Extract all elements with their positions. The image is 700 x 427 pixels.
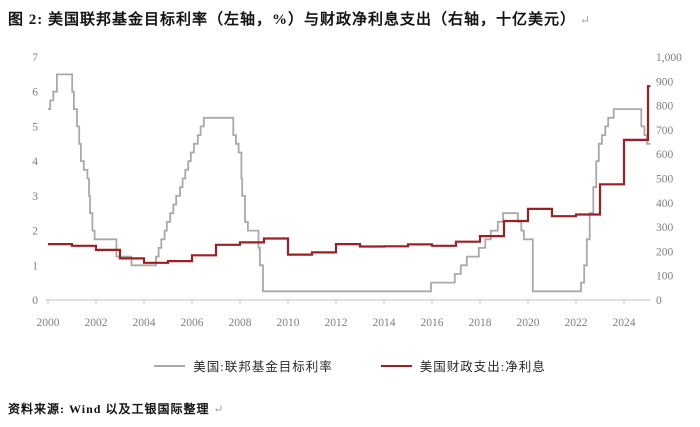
right-axis-tick-label: 600 xyxy=(656,149,674,161)
right-axis-tick-label: 400 xyxy=(656,198,674,210)
right-axis-tick-label: 1,000 xyxy=(656,52,682,64)
net-interest-line xyxy=(48,85,651,264)
left-axis-tick-label: 1 xyxy=(32,260,38,272)
source-note-text: 资料来源: Wind 以及工银国际整理 xyxy=(8,402,210,416)
x-axis-tick-label: 2006 xyxy=(181,317,204,329)
return-mark-icon: ↵ xyxy=(213,402,224,416)
x-axis-tick-label: 2002 xyxy=(85,317,108,329)
figure-title-text: 图 2: 美国联邦基金目标利率（左轴，%）与财政净利息支出（右轴，十亿美元） xyxy=(8,12,576,28)
x-axis-tick-label: 2018 xyxy=(469,317,492,329)
left-axis-tick-label: 3 xyxy=(32,191,38,203)
x-axis-tick-label: 2024 xyxy=(613,317,636,329)
x-axis-tick-label: 2012 xyxy=(325,317,348,329)
x-axis-tick-label: 2016 xyxy=(421,317,444,329)
figure-title: 图 2: 美国联邦基金目标利率（左轴，%）与财政净利息支出（右轴，十亿美元） ↵ xyxy=(8,8,590,29)
net-interest-line-swatch xyxy=(380,364,412,367)
left-axis-tick-label: 0 xyxy=(32,295,38,307)
chart-legend: 美国:联邦基金目标利率 美国财政支出:净利息 xyxy=(0,356,700,375)
x-axis-tick-label: 2004 xyxy=(133,317,156,329)
x-axis-tick-label: 2014 xyxy=(373,317,396,329)
right-axis-tick-label: 800 xyxy=(656,101,674,113)
x-axis-tick-label: 2022 xyxy=(565,317,588,329)
fed-funds-line-swatch xyxy=(154,364,186,367)
right-axis-tick-label: 200 xyxy=(656,246,674,258)
x-axis-tick-label: 2008 xyxy=(229,317,252,329)
right-axis-tick-label: 300 xyxy=(656,222,674,234)
legend-item-fed-funds-rate: 美国:联邦基金目标利率 xyxy=(154,356,332,375)
left-axis-tick-label: 4 xyxy=(32,156,38,168)
left-axis-tick-label: 7 xyxy=(32,52,38,64)
left-axis-tick-label: 5 xyxy=(32,121,38,133)
left-axis-tick-label: 2 xyxy=(32,226,38,238)
right-axis-tick-label: 900 xyxy=(656,76,674,88)
x-axis-tick-label: 2020 xyxy=(517,317,540,329)
legend-label-net-interest: 美国财政支出:净利息 xyxy=(419,360,546,374)
right-axis-tick-label: 700 xyxy=(656,125,674,137)
right-axis-tick-label: 100 xyxy=(656,271,674,283)
x-axis-tick-label: 2000 xyxy=(37,317,60,329)
return-mark-icon: ↵ xyxy=(580,13,591,27)
x-axis-tick-label: 2010 xyxy=(277,317,300,329)
legend-item-net-interest: 美国财政支出:净利息 xyxy=(380,356,546,375)
right-axis-tick-label: 500 xyxy=(656,174,674,186)
chart-plot: 2000 2002 2004 2006 2008 2010 2012 2014 2016 2018… xyxy=(32,52,682,329)
fed-funds-rate-line xyxy=(48,73,651,293)
left-axis-tick-label: 6 xyxy=(32,87,38,99)
right-axis-tick-label: 0 xyxy=(656,295,662,307)
source-note: 资料来源: Wind 以及工银国际整理 ↵ xyxy=(8,400,224,417)
legend-label-fed-funds-rate: 美国:联邦基金目标利率 xyxy=(193,360,333,374)
